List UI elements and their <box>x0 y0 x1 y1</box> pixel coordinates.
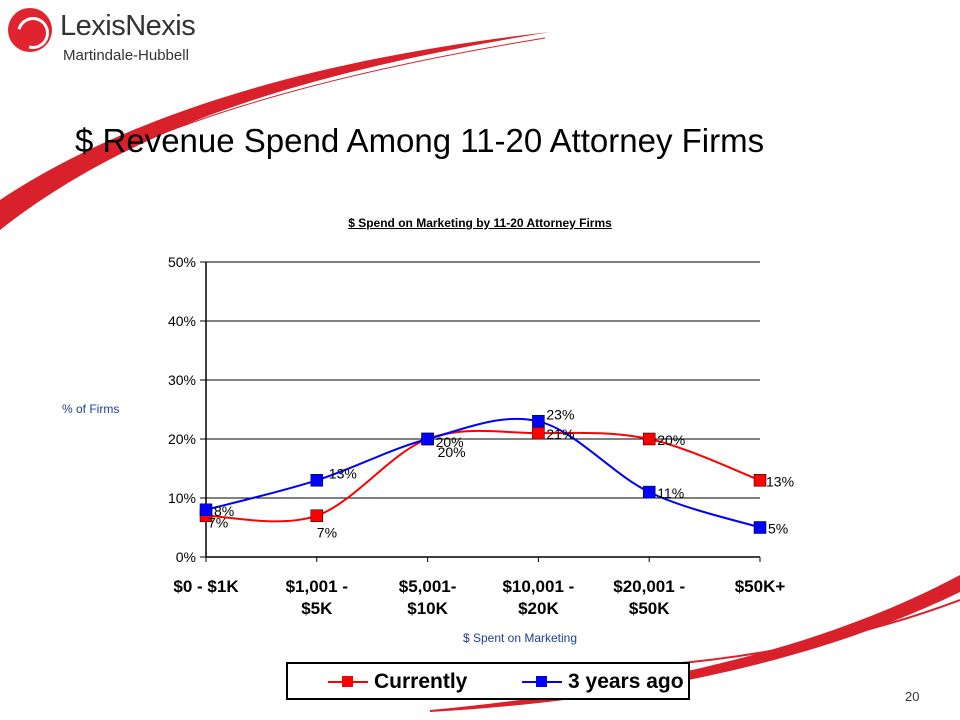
x-tick-label: $5,001-$10K <box>399 577 457 618</box>
y-tick-label: 40% <box>168 313 196 329</box>
data-label-1: 8% <box>214 503 234 519</box>
data-point-0 <box>753 474 767 487</box>
series-line-1 <box>205 417 761 529</box>
sub-brand-name: Martindale-Hubbell <box>63 47 189 64</box>
y-tick-label: 50% <box>168 254 196 270</box>
data-label-1: 13% <box>329 465 357 481</box>
data-label-0: 20% <box>657 432 685 448</box>
series-line-0 <box>205 429 761 523</box>
slide-title: $ Revenue Spend Among 11-20 Attorney Fir… <box>75 122 765 159</box>
data-label-1: 11% <box>657 485 684 501</box>
legend-label-3-years-ago: 3 years ago <box>568 670 684 693</box>
data-label-0: 13% <box>766 473 794 489</box>
x-tick-label: $0 - $1K <box>173 577 239 596</box>
data-label-0: 7% <box>317 525 337 541</box>
page-number: 20 <box>905 689 920 704</box>
logo-icon <box>8 8 52 52</box>
data-label-1: 5% <box>768 521 788 537</box>
y-tick-label: 20% <box>168 431 196 447</box>
chart-title: $ Spend on Marketing by 11-20 Attorney F… <box>348 216 612 230</box>
data-point-1 <box>310 474 324 487</box>
x-tick-label: $1,001 -$5K <box>286 577 348 618</box>
data-label-0: 7% <box>208 515 228 531</box>
legend-item-currently: Currently <box>328 670 467 694</box>
chart-legend: Currently 3 years ago <box>286 662 690 700</box>
data-point-0 <box>532 426 545 440</box>
x-tick-label: $50K+ <box>735 577 786 596</box>
legend-marker-3-years-ago <box>522 676 562 687</box>
data-point-1 <box>199 503 213 517</box>
data-label-1: 23% <box>546 406 574 422</box>
data-point-0 <box>310 509 324 522</box>
y-tick-label: 0% <box>176 549 196 565</box>
data-point-1 <box>642 485 656 499</box>
legend-marker-currently <box>328 676 368 687</box>
y-tick-label: 10% <box>168 490 196 506</box>
x-axis-label: $ Spent on Marketing <box>462 631 578 645</box>
data-point-1 <box>532 415 545 428</box>
y-tick-label: 30% <box>168 372 196 388</box>
data-label-0: 21% <box>546 426 574 442</box>
data-point-1 <box>421 432 434 446</box>
x-tick-label: $10,001 -$20K <box>502 577 574 618</box>
data-point-0 <box>642 432 656 446</box>
y-axis-label: % of Firms <box>62 402 120 416</box>
legend-label-currently: Currently <box>374 670 468 693</box>
data-label-0: 20% <box>438 444 466 460</box>
x-tick-label: $20,001 -$50K <box>613 577 685 618</box>
data-label-1: 20% <box>436 434 464 450</box>
legend-item-3-years-ago: 3 years ago <box>522 670 684 694</box>
data-point-1 <box>753 521 767 534</box>
brand-name: LexisNexis <box>60 10 196 42</box>
company-logo: LexisNexis Martindale-Hubbell <box>8 6 218 68</box>
